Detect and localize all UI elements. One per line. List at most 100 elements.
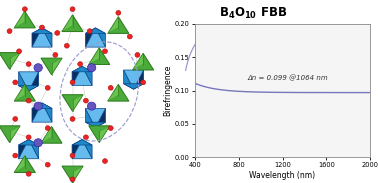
Circle shape	[45, 126, 50, 130]
Polygon shape	[99, 126, 110, 142]
Polygon shape	[0, 126, 20, 142]
Polygon shape	[85, 122, 105, 128]
Polygon shape	[85, 28, 105, 47]
X-axis label: Wavelength (nm): Wavelength (nm)	[249, 171, 316, 180]
Circle shape	[102, 159, 107, 163]
Polygon shape	[32, 28, 42, 47]
Circle shape	[45, 85, 50, 90]
Polygon shape	[72, 66, 92, 86]
Polygon shape	[32, 103, 52, 108]
Polygon shape	[72, 139, 92, 145]
Polygon shape	[108, 85, 129, 101]
Circle shape	[87, 64, 96, 72]
Polygon shape	[19, 72, 39, 91]
Circle shape	[70, 177, 75, 182]
Circle shape	[26, 171, 31, 176]
Polygon shape	[85, 28, 95, 47]
Circle shape	[22, 7, 27, 12]
Polygon shape	[62, 166, 83, 183]
Circle shape	[34, 64, 42, 72]
Polygon shape	[32, 103, 52, 122]
Polygon shape	[14, 85, 25, 101]
Polygon shape	[62, 15, 73, 31]
Circle shape	[135, 53, 140, 57]
Polygon shape	[73, 95, 83, 111]
Polygon shape	[19, 139, 29, 159]
Circle shape	[70, 153, 75, 158]
Polygon shape	[14, 85, 36, 101]
Polygon shape	[73, 166, 83, 183]
Circle shape	[26, 135, 31, 140]
Circle shape	[70, 7, 75, 12]
Polygon shape	[51, 58, 62, 75]
Polygon shape	[82, 139, 92, 159]
Polygon shape	[32, 103, 42, 122]
Polygon shape	[9, 53, 20, 69]
Polygon shape	[41, 58, 62, 75]
Circle shape	[78, 62, 83, 66]
Polygon shape	[14, 156, 36, 172]
Polygon shape	[32, 28, 52, 47]
Circle shape	[13, 153, 18, 158]
Polygon shape	[108, 17, 129, 33]
Polygon shape	[95, 108, 105, 128]
Polygon shape	[19, 139, 39, 159]
Polygon shape	[89, 48, 99, 65]
Circle shape	[87, 102, 96, 110]
Polygon shape	[14, 156, 25, 172]
Polygon shape	[19, 139, 39, 145]
Circle shape	[13, 80, 18, 85]
Polygon shape	[19, 72, 29, 91]
Circle shape	[40, 25, 45, 30]
Circle shape	[108, 126, 113, 130]
Polygon shape	[133, 53, 143, 70]
Circle shape	[34, 139, 42, 147]
Polygon shape	[41, 127, 62, 143]
Circle shape	[17, 49, 22, 54]
Circle shape	[26, 98, 31, 103]
Circle shape	[45, 162, 50, 167]
Polygon shape	[134, 70, 144, 89]
Polygon shape	[0, 53, 20, 69]
Polygon shape	[9, 126, 20, 142]
Circle shape	[102, 49, 107, 54]
Polygon shape	[89, 126, 110, 142]
Polygon shape	[89, 48, 110, 65]
Polygon shape	[62, 95, 83, 111]
Polygon shape	[124, 70, 134, 89]
Polygon shape	[85, 108, 95, 128]
Circle shape	[53, 53, 58, 57]
Circle shape	[127, 34, 132, 39]
Polygon shape	[32, 28, 52, 33]
Polygon shape	[133, 53, 154, 70]
Polygon shape	[29, 139, 39, 159]
Circle shape	[70, 80, 75, 85]
Y-axis label: Birefringence: Birefringence	[163, 65, 172, 116]
Circle shape	[55, 31, 60, 35]
Polygon shape	[72, 139, 82, 159]
Polygon shape	[108, 17, 118, 33]
Polygon shape	[72, 139, 92, 159]
Polygon shape	[42, 103, 52, 122]
Circle shape	[84, 135, 88, 140]
Circle shape	[141, 80, 146, 85]
Polygon shape	[85, 108, 105, 128]
Polygon shape	[42, 28, 52, 47]
Circle shape	[108, 85, 113, 90]
Polygon shape	[14, 11, 25, 28]
Polygon shape	[41, 127, 51, 143]
Polygon shape	[19, 86, 39, 91]
Polygon shape	[72, 66, 92, 72]
Polygon shape	[95, 28, 105, 47]
Circle shape	[116, 10, 121, 15]
Polygon shape	[62, 15, 83, 31]
Circle shape	[13, 117, 18, 121]
Text: $\mathbf{B_4O_{10}}$ $\mathbf{FBB}$: $\mathbf{B_4O_{10}}$ $\mathbf{FBB}$	[219, 5, 287, 21]
Circle shape	[64, 43, 69, 48]
Polygon shape	[29, 72, 39, 91]
Polygon shape	[108, 85, 118, 101]
Polygon shape	[14, 11, 36, 28]
Circle shape	[26, 62, 31, 66]
Polygon shape	[124, 70, 144, 89]
Circle shape	[84, 98, 88, 103]
